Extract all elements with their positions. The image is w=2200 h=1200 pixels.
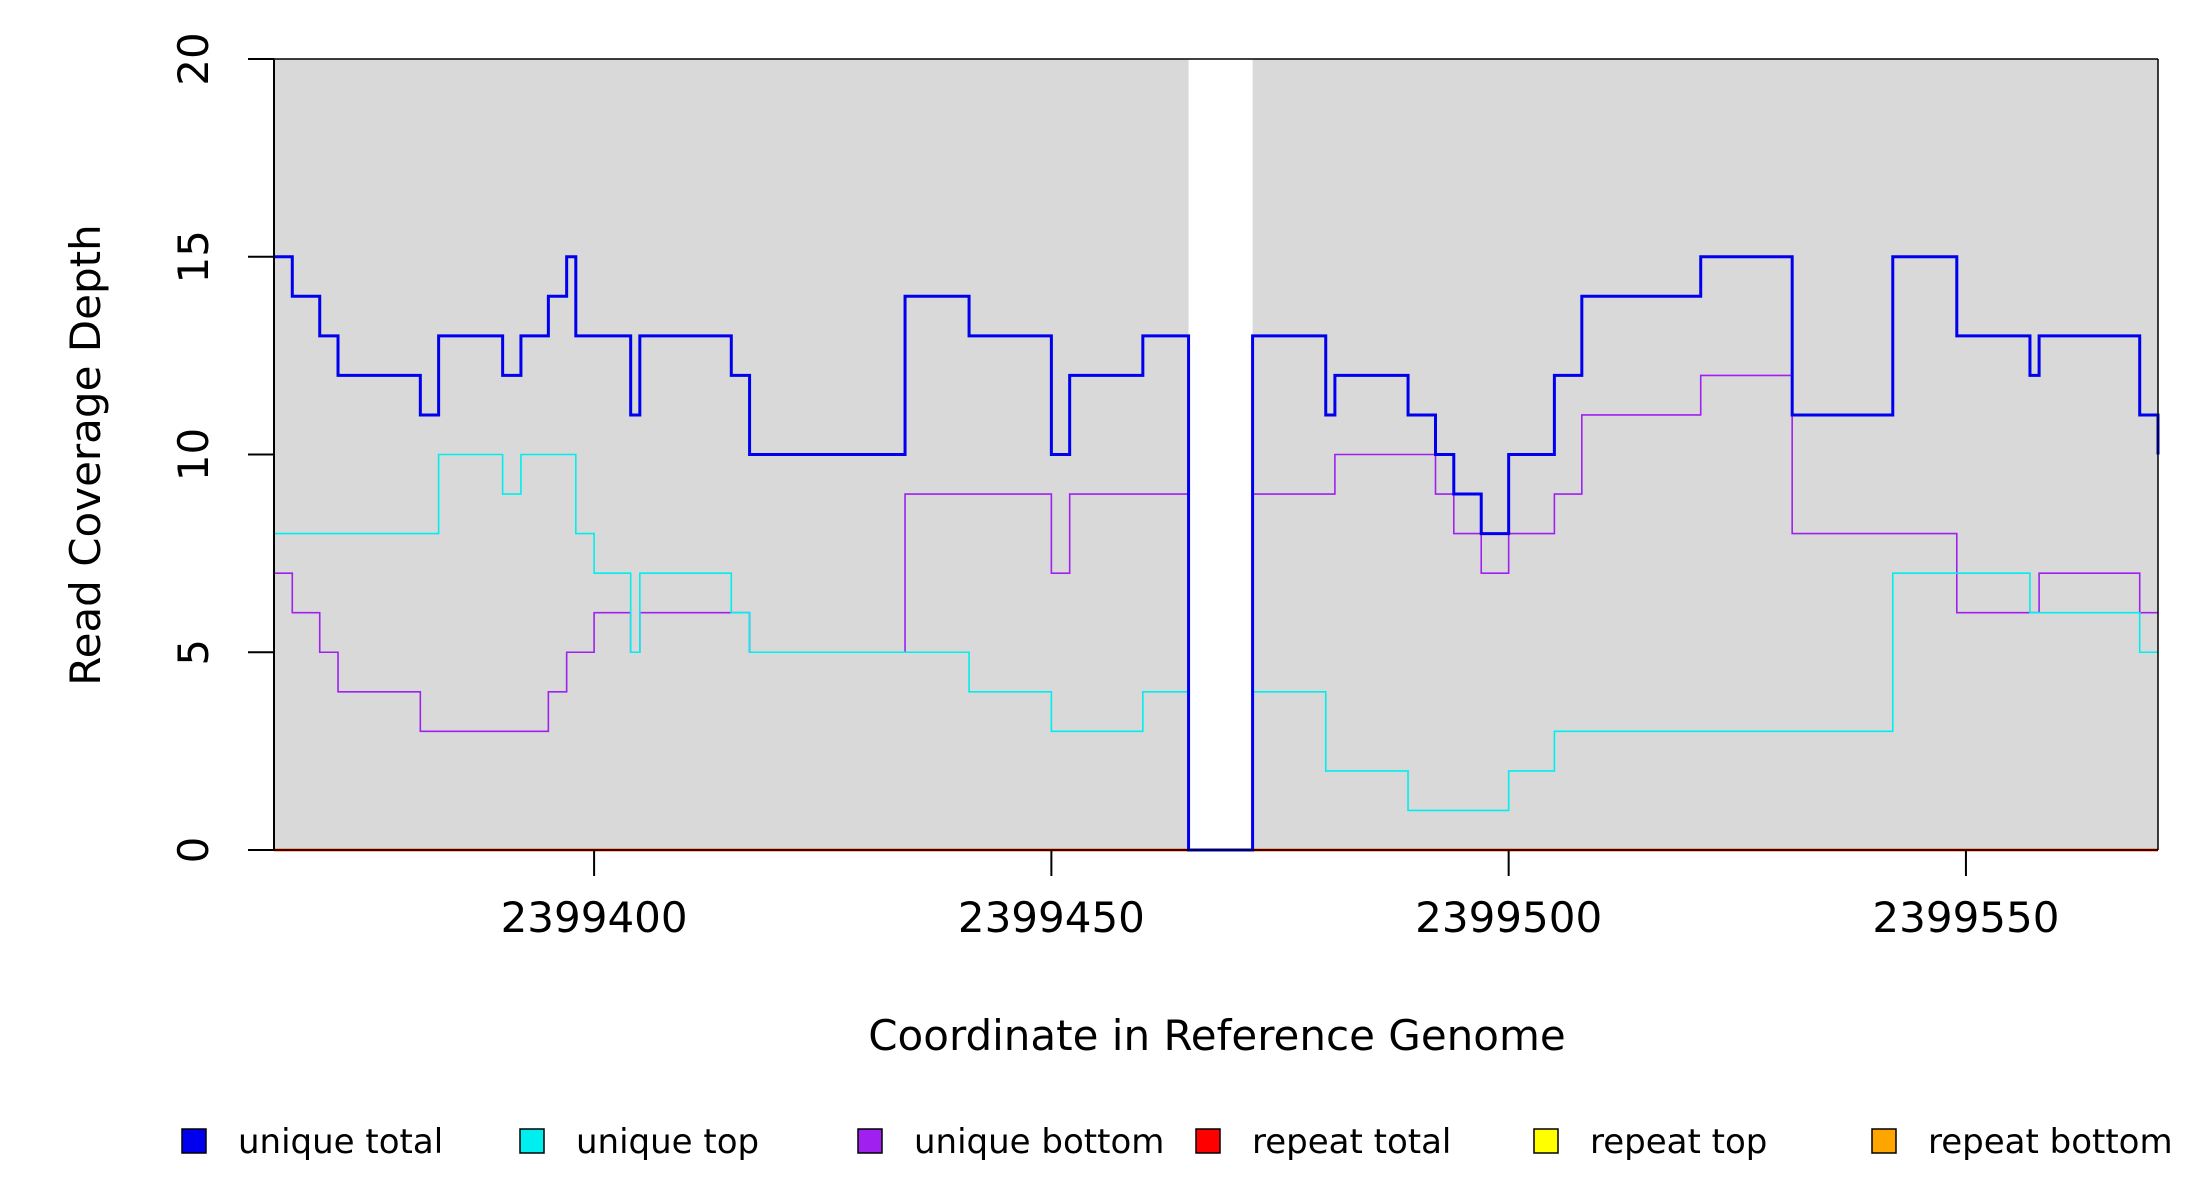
x-axis-ticks: 2399400 2399450 2399500 2399550 (501, 850, 2059, 942)
legend-label: unique bottom (914, 1122, 1164, 1162)
y-tick-label: 20 (169, 32, 218, 85)
legend: unique total unique top unique bottom repea… (181, 1122, 2173, 1162)
x-tick-label: 2399400 (501, 893, 688, 942)
legend-swatch (1533, 1128, 1559, 1154)
x-axis-label: Coordinate in Reference Genome (868, 1011, 1566, 1060)
legend-label: unique total (238, 1122, 443, 1162)
series-line-unique-total (274, 255, 2160, 852)
legend-swatch (1195, 1128, 1221, 1154)
y-tick-label: 0 (169, 837, 218, 864)
x-tick-label: 2399450 (958, 893, 1145, 942)
series-line-unique-top (274, 453, 2158, 851)
plot-background (274, 59, 2158, 850)
legend-swatch (1871, 1128, 1897, 1154)
legend-label: repeat total (1252, 1122, 1451, 1162)
y-tick-label: 15 (169, 230, 218, 283)
axes (273, 58, 2159, 851)
legend-swatch (857, 1128, 883, 1154)
x-tick-label: 2399550 (1872, 893, 2059, 942)
legend-label: repeat top (1590, 1122, 1767, 1162)
legend-swatch (181, 1128, 207, 1154)
y-tick-label: 5 (169, 639, 218, 666)
x-tick-label: 2399500 (1415, 893, 1602, 942)
coverage-gap (1188, 59, 1253, 850)
legend-swatch (519, 1128, 545, 1154)
y-axis-label: Read Coverage Depth (61, 224, 110, 685)
y-axis-ticks: 0 5 10 15 20 (169, 32, 274, 863)
y-tick-label: 10 (169, 428, 218, 481)
legend-label: repeat bottom (1928, 1122, 2173, 1162)
legend-label: unique top (576, 1122, 759, 1162)
